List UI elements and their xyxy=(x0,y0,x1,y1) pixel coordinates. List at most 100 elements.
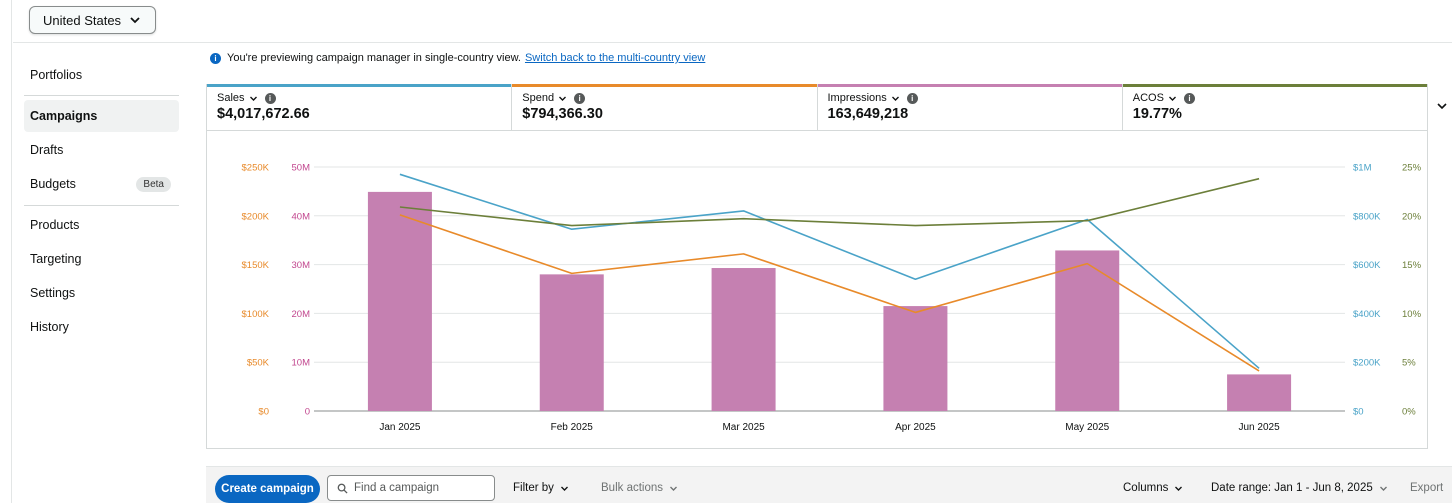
metric-value: 163,649,218 xyxy=(827,106,909,122)
metric-tile-spend[interactable]: Spend i $794,366.30 xyxy=(512,84,818,130)
info-icon[interactable]: i xyxy=(264,92,276,104)
sidebar-item-history[interactable]: History xyxy=(24,311,179,343)
axis-tick-label-impressions: 50M xyxy=(292,163,311,174)
date-range-label: Date range: Jan 1 - Jun 8, 2025 xyxy=(1211,482,1373,494)
metric-label-text: Spend xyxy=(522,92,555,104)
x-axis-tick-label: Apr 2025 xyxy=(895,422,936,433)
metric-value: $794,366.30 xyxy=(522,106,603,122)
metric-label: Spend i xyxy=(522,92,806,104)
x-axis-tick-label: May 2025 xyxy=(1065,422,1109,433)
filter-by-dropdown[interactable]: Filter by xyxy=(513,482,569,494)
metric-color-bar xyxy=(1122,84,1427,87)
info-icon[interactable]: i xyxy=(906,92,918,104)
chevron-down-icon xyxy=(560,486,568,491)
metric-tile-acos[interactable]: ACOS i 19.77% xyxy=(1122,84,1427,130)
metric-value: 19.77% xyxy=(1132,106,1182,122)
x-axis-tick-label: Feb 2025 xyxy=(551,422,594,433)
sidebar-item-targeting[interactable]: Targeting xyxy=(24,243,179,275)
metric-color-bar xyxy=(817,84,1122,87)
columns-label: Columns xyxy=(1123,482,1169,494)
x-axis-tick-label: Mar 2025 xyxy=(722,422,765,433)
sidebar-item-label: Settings xyxy=(30,286,76,300)
impressions-bar xyxy=(883,306,948,411)
country-selector[interactable]: United States xyxy=(29,6,156,34)
sidebar-item-label: History xyxy=(30,320,69,334)
metric-tile-impressions[interactable]: Impressions i 163,649,218 xyxy=(817,84,1123,130)
sidebar-item-label: Budgets xyxy=(30,177,76,191)
axis-tick-label-sales: $1M xyxy=(1353,163,1372,174)
axis-tick-label-spend: $150K xyxy=(242,260,270,271)
axis-tick-label-acos: 5% xyxy=(1402,358,1416,369)
bulk-actions-dropdown[interactable]: Bulk actions xyxy=(601,482,678,494)
impressions-bar xyxy=(1227,374,1292,411)
acos-line xyxy=(399,177,1260,227)
impressions-bar xyxy=(1055,250,1120,411)
chevron-down-icon[interactable] xyxy=(249,94,258,103)
metric-label-text: ACOS xyxy=(1132,92,1164,104)
export-button[interactable]: Export xyxy=(1410,482,1444,494)
x-axis-tick-label: Jun 2025 xyxy=(1239,422,1281,433)
chevron-down-icon xyxy=(670,486,677,491)
metric-tiles: Sales i $4,017,672.66 Spend i $794,366.3… xyxy=(206,84,1428,131)
notice-text: You're previewing campaign manager in si… xyxy=(227,52,521,64)
axis-tick-label-spend: $0 xyxy=(258,407,269,418)
sidebar-item-settings[interactable]: Settings xyxy=(24,277,179,309)
axis-tick-label-sales: $0 xyxy=(1353,407,1364,418)
axis-tick-label-acos: 0% xyxy=(1402,407,1416,418)
spend-line xyxy=(399,214,1260,372)
create-campaign-button[interactable]: Create campaign xyxy=(215,475,320,503)
campaign-search xyxy=(327,475,495,501)
axis-tick-label-spend: $100K xyxy=(242,309,270,320)
axis-tick-label-impressions: 0 xyxy=(305,407,310,418)
sidebar-item-products[interactable]: Products xyxy=(24,209,179,241)
chevron-down-icon xyxy=(1175,486,1183,491)
sidebar-divider xyxy=(24,205,179,206)
axis-tick-label-acos: 10% xyxy=(1402,309,1422,320)
axis-tick-label-sales: $600K xyxy=(1353,260,1381,271)
chevron-down-icon xyxy=(1379,486,1387,491)
sidebar-divider xyxy=(24,95,179,96)
axis-tick-label-sales: $200K xyxy=(1353,358,1381,369)
sidebar-item-portfolios[interactable]: Portfolios xyxy=(24,59,179,91)
chevron-down-icon[interactable] xyxy=(1168,94,1177,103)
axis-tick-label-impressions: 40M xyxy=(292,211,311,222)
axis-tick-label-sales: $400K xyxy=(1353,309,1381,320)
axis-tick-label-acos: 15% xyxy=(1402,260,1422,271)
axis-tick-label-acos: 25% xyxy=(1402,163,1422,174)
metric-tile-sales[interactable]: Sales i $4,017,672.66 xyxy=(207,84,513,130)
sidebar-nav: Portfolios Campaigns Drafts Budgets Beta… xyxy=(13,44,193,503)
columns-dropdown[interactable]: Columns xyxy=(1123,482,1183,494)
sidebar-item-label: Products xyxy=(30,218,80,232)
metric-value: $4,017,672.66 xyxy=(217,106,310,122)
top-bar: United States xyxy=(13,0,1452,43)
campaign-toolbar: Create campaign Filter by Bulk actions C… xyxy=(206,466,1452,503)
axis-tick-label-spend: $200K xyxy=(242,211,270,222)
axis-tick-label-sales: $800K xyxy=(1353,211,1381,222)
search-icon xyxy=(337,483,348,494)
axis-tick-label-acos: 20% xyxy=(1402,211,1422,222)
chevron-down-icon[interactable] xyxy=(891,94,900,103)
sidebar-item-drafts[interactable]: Drafts xyxy=(24,134,179,166)
metric-label-text: Sales xyxy=(217,92,245,104)
sidebar-item-label: Drafts xyxy=(30,143,64,157)
axis-tick-label-impressions: 30M xyxy=(292,260,311,271)
sidebar-item-campaigns[interactable]: Campaigns xyxy=(24,100,179,132)
info-icon: i xyxy=(210,52,221,64)
metric-color-bar xyxy=(512,84,817,87)
metric-label: Sales i xyxy=(217,92,501,104)
left-rail xyxy=(0,0,12,503)
info-icon[interactable]: i xyxy=(1183,92,1195,104)
multi-country-view-link[interactable]: Switch back to the multi-country view xyxy=(524,52,706,64)
chevron-down-icon[interactable] xyxy=(1436,100,1448,112)
impressions-bar xyxy=(711,268,776,411)
date-range-dropdown[interactable]: Date range: Jan 1 - Jun 8, 2025 xyxy=(1211,482,1388,494)
info-icon[interactable]: i xyxy=(574,92,586,104)
chevron-down-icon[interactable] xyxy=(558,94,567,103)
metric-label-text: Impressions xyxy=(827,92,887,104)
axis-tick-label-impressions: 20M xyxy=(292,309,311,320)
axis-tick-label-spend: $50K xyxy=(247,358,270,369)
axis-tick-label-spend: $250K xyxy=(242,163,270,174)
metric-label: Impressions i xyxy=(828,92,1112,104)
sidebar-item-budgets[interactable]: Budgets Beta xyxy=(24,168,179,200)
search-input[interactable] xyxy=(354,482,484,494)
